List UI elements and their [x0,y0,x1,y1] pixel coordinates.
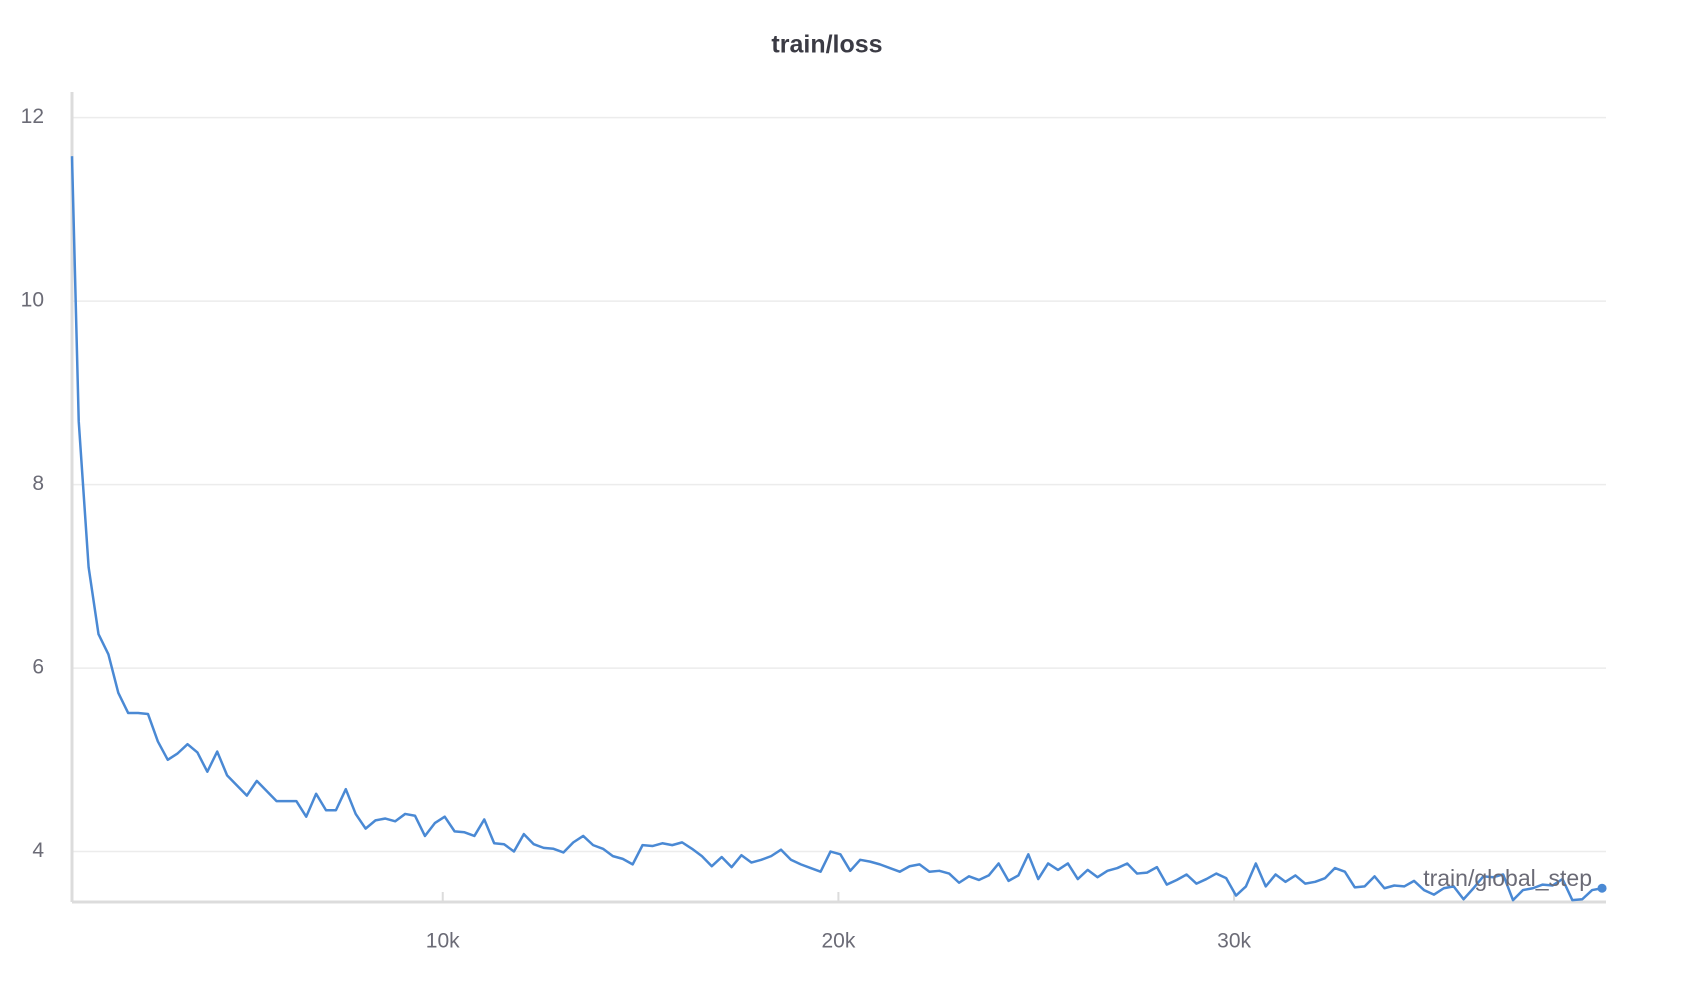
y-tick-label: 4 [32,839,44,862]
chart-title: train/loss [771,31,882,59]
y-tick-label: 8 [32,472,44,495]
x-tick-label: 30k [1217,930,1251,953]
loss-line [70,156,1603,902]
end-point [1597,883,1607,893]
x-tick-label: 10k [426,930,460,953]
x-axis-label: train/global_step [1423,865,1592,891]
y-tick-label: 12 [21,105,44,128]
y-tick-label: 10 [21,289,44,312]
x-tick-label: 20k [821,930,855,953]
y-tick-label: 6 [32,656,44,679]
